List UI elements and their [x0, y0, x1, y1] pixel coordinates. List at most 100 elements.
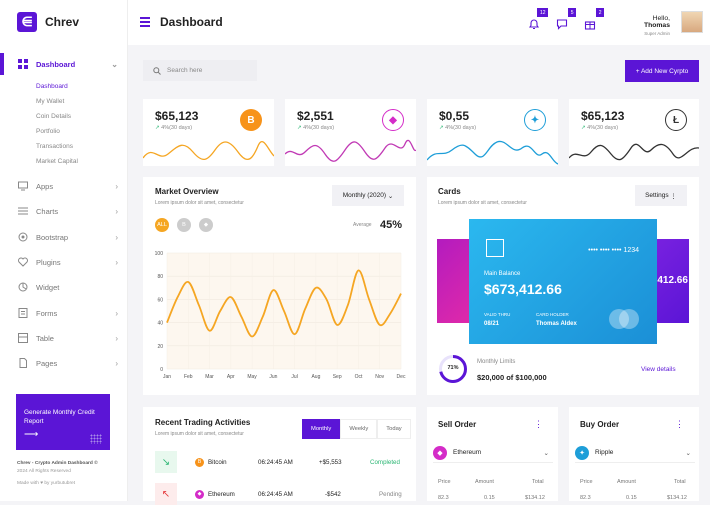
- cards-title: Cards: [438, 187, 461, 196]
- sell-col-price: Price: [438, 479, 451, 485]
- user-role: Super Admin: [625, 31, 670, 36]
- average-label: Average: [353, 222, 372, 228]
- user-greeting: Hello, Thomas: [625, 15, 670, 29]
- sidebar-item-apps[interactable]: Apps›: [18, 181, 118, 191]
- bitcoin-icon: B: [240, 109, 262, 131]
- filter-ethereum[interactable]: ◆: [199, 218, 213, 232]
- sell-total: $134.12: [525, 495, 545, 501]
- y-tick-label: 20: [157, 344, 163, 350]
- buy-title: Buy Order: [580, 420, 619, 429]
- y-tick-label: 60: [157, 297, 163, 303]
- add-crypto-button[interactable]: + Add New Cyrpto: [625, 60, 699, 82]
- view-details-link[interactable]: View details: [641, 366, 676, 373]
- holder-name: Thomas Aldex: [536, 321, 577, 327]
- cards-panel: Cards Lorem ipsum dolor sit amet, consec…: [427, 177, 699, 395]
- arrow-right-icon: ⟶: [24, 428, 38, 442]
- chevron-right-icon: ›: [115, 207, 118, 216]
- gifts-button[interactable]: 2: [584, 17, 596, 29]
- sidebar-item-bootstrap[interactable]: Bootstrap›: [18, 232, 118, 242]
- user-info[interactable]: Hello, Thomas Super Admin: [625, 15, 670, 36]
- card-balance: $673,412.66: [484, 281, 562, 297]
- stat-change: ↗ 4%(30 days): [581, 125, 618, 131]
- gifts-badge: 2: [596, 8, 604, 17]
- chevron-right-icon: ›: [115, 233, 118, 242]
- sidebar: ⋹ Chrev Dashboard ⌄ Dashboard My Wallet …: [0, 0, 128, 501]
- footer-title: Chrev - Crypto Admin Dashboard ©: [17, 461, 98, 466]
- chat-icon: [556, 18, 568, 30]
- trade-time: 06:24:45 AM: [258, 491, 293, 498]
- logo[interactable]: ⋹ Chrev: [17, 12, 79, 32]
- litecoin-icon: Ł: [665, 109, 687, 131]
- submenu-my-wallet[interactable]: My Wallet: [36, 98, 64, 105]
- user-name: Thomas: [644, 22, 670, 29]
- tab-weekly[interactable]: Weekly: [340, 419, 377, 439]
- promo-card[interactable]: Generate Monthly Credit Report ⟶: [16, 394, 110, 450]
- submenu-transactions[interactable]: Transactions: [36, 143, 73, 150]
- widget-icon: [18, 282, 28, 292]
- bootstrap-icon: [18, 232, 28, 242]
- tab-monthly[interactable]: Monthly: [302, 419, 340, 439]
- period-dropdown[interactable]: Monthly (2020) ⌄: [332, 185, 404, 206]
- card-number: •••• •••• •••• 1234: [588, 247, 639, 254]
- sidebar-item-label: Pages: [36, 359, 57, 368]
- promo-text: Generate Monthly Credit Report: [24, 408, 102, 426]
- ethereum-icon: ◆: [433, 446, 447, 460]
- search-input[interactable]: Search here: [143, 60, 257, 81]
- notification-button[interactable]: 12: [528, 17, 540, 29]
- topbar: Dashboard 12 5 2 Hello, Thomas Super Adm…: [128, 0, 710, 45]
- chevron-down-icon: ⌄: [111, 60, 118, 69]
- more-icon[interactable]: ⋮: [675, 419, 684, 430]
- credit-card[interactable]: •••• •••• •••• 1234 Main Balance $673,41…: [469, 219, 657, 344]
- x-tick-label: Jan: [163, 374, 171, 380]
- submenu-coin-details[interactable]: Coin Details: [36, 113, 71, 120]
- sidebar-item-dashboard[interactable]: Dashboard ⌄: [18, 59, 118, 69]
- filter-all[interactable]: ALL: [155, 218, 169, 232]
- more-icon[interactable]: ⋮: [534, 419, 543, 430]
- sidebar-item-charts[interactable]: Charts ›: [18, 206, 118, 216]
- table-row[interactable]: ↖ ◆ Ethereum 06:24:45 AM -$542 Pending: [155, 483, 405, 505]
- trading-tabs: Monthly Weekly Today: [302, 419, 411, 439]
- dashboard-icon: [18, 59, 28, 69]
- trade-coin: Ethereum: [208, 491, 235, 498]
- trade-amount: -$542: [325, 491, 341, 498]
- trading-title: Recent Trading Activities: [155, 418, 250, 427]
- trade-amount: +$5,553: [319, 459, 342, 466]
- sidebar-item-label: Plugins: [36, 258, 61, 267]
- sidebar-item-table[interactable]: Table›: [18, 333, 118, 343]
- sidebar-item-label: Charts: [36, 207, 58, 216]
- chevron-right-icon: ›: [115, 182, 118, 191]
- sidebar-item-forms[interactable]: Forms›: [18, 308, 118, 318]
- submenu-portfolio[interactable]: Portfolio: [36, 128, 60, 135]
- sell-coin-select[interactable]: ◆ Ethereum ⌄: [433, 443, 553, 463]
- filter-bitcoin[interactable]: B: [177, 218, 191, 232]
- stat-value: $0,55: [439, 109, 469, 123]
- stat-change: ↗ 4%(30 days): [155, 125, 192, 131]
- y-tick-label: 40: [157, 321, 163, 327]
- stat-change: ↗ 4%(30 days): [439, 125, 476, 131]
- tab-today[interactable]: Today: [377, 419, 410, 439]
- sidebar-item-label: Dashboard: [36, 60, 75, 69]
- ripple-icon: ✦: [524, 109, 546, 131]
- bell-icon: [528, 18, 540, 30]
- table-row[interactable]: ↘ B Bitcoin 06:24:45 AM +$5,553 Complete…: [155, 451, 405, 473]
- search-icon: [153, 67, 161, 75]
- sidebar-item-widget[interactable]: Widget: [18, 282, 118, 292]
- table-icon: [18, 333, 28, 343]
- sidebar-item-pages[interactable]: Pages›: [18, 358, 118, 368]
- buy-price: 82.3: [580, 495, 591, 501]
- buy-coin-select[interactable]: ✦ Ripple ⌄: [575, 443, 695, 463]
- valid-label: VALID THRU: [484, 312, 510, 317]
- avatar[interactable]: [681, 11, 703, 33]
- sidebar-item-plugins[interactable]: Plugins›: [18, 257, 118, 267]
- settings-label: Settings: [645, 192, 669, 199]
- pages-icon: [18, 358, 28, 368]
- submenu-market-capital[interactable]: Market Capital: [36, 158, 78, 165]
- submenu-dashboard[interactable]: Dashboard: [36, 83, 68, 90]
- menu-icon[interactable]: [140, 17, 150, 29]
- settings-button[interactable]: Settings ⋮: [635, 185, 687, 206]
- arrow-down-right-icon: ↘: [155, 451, 177, 473]
- logo-icon: ⋹: [17, 12, 37, 32]
- messages-button[interactable]: 5: [556, 17, 568, 29]
- limit-value: $20,000 of $100,000: [477, 373, 547, 382]
- buy-col-total: Total: [674, 479, 686, 485]
